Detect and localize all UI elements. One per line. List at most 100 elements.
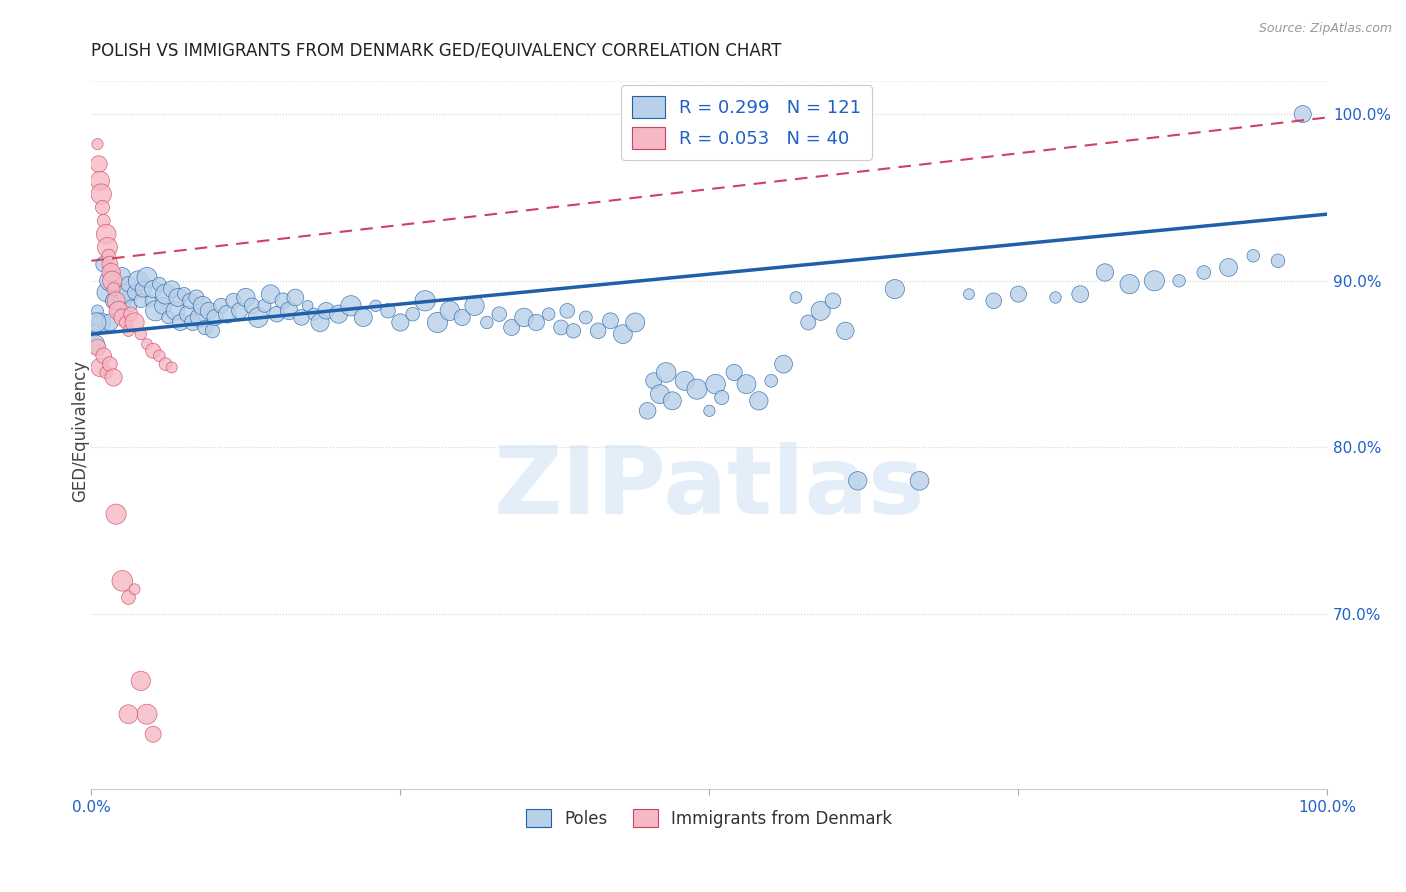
Point bbox=[188, 310, 211, 325]
Y-axis label: GED/Equivalency: GED/Equivalency bbox=[72, 359, 89, 502]
Point bbox=[284, 290, 307, 304]
Point bbox=[191, 299, 214, 313]
Point bbox=[139, 293, 162, 308]
Point bbox=[103, 370, 125, 384]
Point bbox=[352, 310, 374, 325]
Point bbox=[124, 285, 146, 300]
Point bbox=[222, 293, 245, 308]
Point bbox=[1267, 253, 1289, 268]
Point bbox=[165, 303, 187, 318]
Point bbox=[785, 290, 807, 304]
Point bbox=[90, 316, 112, 330]
Point bbox=[413, 293, 436, 308]
Point bbox=[120, 299, 142, 313]
Point bbox=[1118, 277, 1140, 292]
Point bbox=[160, 360, 183, 375]
Point bbox=[550, 320, 572, 334]
Point bbox=[464, 299, 486, 313]
Point bbox=[1218, 260, 1240, 275]
Point bbox=[735, 377, 758, 392]
Point bbox=[575, 310, 598, 325]
Point bbox=[115, 287, 138, 301]
Point bbox=[1192, 265, 1215, 279]
Point bbox=[86, 341, 108, 355]
Point bbox=[179, 293, 201, 308]
Point bbox=[278, 303, 301, 318]
Point bbox=[129, 673, 152, 688]
Point bbox=[586, 324, 609, 338]
Point bbox=[105, 293, 128, 308]
Point bbox=[439, 303, 461, 318]
Point bbox=[761, 374, 783, 388]
Point bbox=[810, 303, 832, 318]
Point bbox=[488, 307, 510, 321]
Point bbox=[148, 349, 170, 363]
Point bbox=[772, 357, 794, 371]
Point bbox=[111, 310, 134, 325]
Point bbox=[673, 374, 696, 388]
Point bbox=[136, 270, 159, 285]
Point bbox=[136, 337, 159, 351]
Point bbox=[983, 293, 1005, 308]
Point bbox=[129, 293, 152, 308]
Point bbox=[86, 137, 108, 152]
Point bbox=[93, 257, 115, 271]
Point bbox=[402, 307, 425, 321]
Point bbox=[846, 474, 869, 488]
Point bbox=[562, 324, 585, 338]
Point bbox=[98, 357, 121, 371]
Point bbox=[297, 299, 319, 313]
Point bbox=[115, 316, 138, 330]
Point bbox=[87, 157, 110, 171]
Point bbox=[723, 366, 745, 380]
Point bbox=[98, 316, 121, 330]
Point bbox=[209, 299, 232, 313]
Point bbox=[655, 366, 678, 380]
Point bbox=[340, 299, 363, 313]
Point bbox=[96, 240, 118, 254]
Point bbox=[612, 327, 634, 342]
Point bbox=[1094, 265, 1116, 279]
Point bbox=[377, 303, 399, 318]
Point bbox=[173, 287, 195, 301]
Point bbox=[100, 265, 122, 279]
Point bbox=[84, 337, 107, 351]
Point bbox=[156, 310, 179, 325]
Legend: Poles, Immigrants from Denmark: Poles, Immigrants from Denmark bbox=[520, 803, 898, 835]
Point bbox=[217, 307, 239, 321]
Point bbox=[686, 382, 709, 396]
Point bbox=[710, 391, 733, 405]
Point bbox=[194, 320, 217, 334]
Point bbox=[142, 727, 165, 741]
Point bbox=[124, 316, 146, 330]
Point bbox=[89, 360, 111, 375]
Point bbox=[84, 316, 107, 330]
Point bbox=[637, 404, 659, 418]
Point bbox=[821, 293, 844, 308]
Point bbox=[259, 287, 281, 301]
Point bbox=[1143, 274, 1166, 288]
Point bbox=[957, 287, 980, 301]
Point bbox=[107, 303, 129, 318]
Point bbox=[98, 274, 121, 288]
Point bbox=[315, 303, 337, 318]
Point bbox=[451, 310, 474, 325]
Point bbox=[142, 282, 165, 296]
Point bbox=[148, 277, 170, 292]
Point bbox=[105, 278, 128, 293]
Point bbox=[389, 316, 412, 330]
Point bbox=[555, 303, 578, 318]
Point bbox=[235, 290, 257, 304]
Point bbox=[129, 327, 152, 342]
Point bbox=[797, 316, 820, 330]
Point bbox=[111, 574, 134, 588]
Point bbox=[90, 187, 112, 202]
Point bbox=[290, 310, 312, 325]
Point bbox=[132, 282, 155, 296]
Point bbox=[624, 316, 647, 330]
Point bbox=[105, 507, 128, 521]
Point bbox=[1168, 274, 1191, 288]
Point bbox=[111, 293, 134, 308]
Point bbox=[96, 366, 118, 380]
Point bbox=[91, 201, 114, 215]
